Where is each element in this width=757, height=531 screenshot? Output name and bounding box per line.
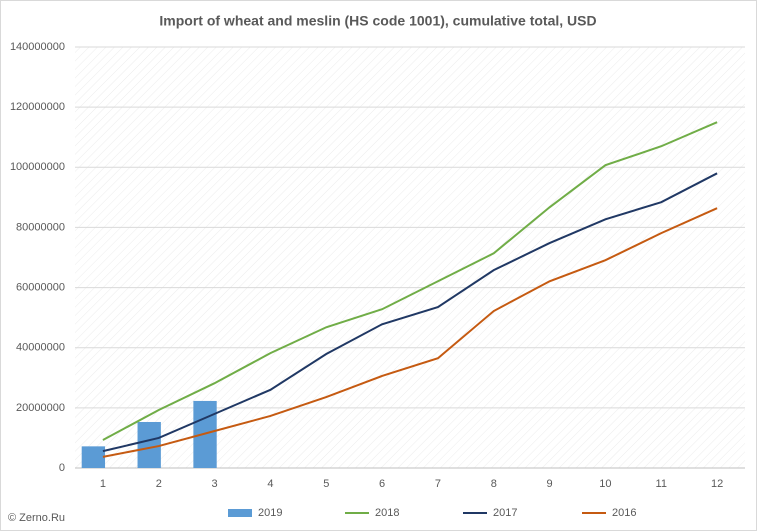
y-tick-label: 140000000 bbox=[10, 41, 65, 53]
x-tick-label: 9 bbox=[547, 478, 553, 490]
y-tick-label: 0 bbox=[59, 462, 65, 474]
legend-label: 2018 bbox=[375, 507, 399, 519]
y-tick-label: 40000000 bbox=[16, 342, 65, 354]
annotation: © Zerno.Ru bbox=[8, 512, 65, 524]
y-tick-label: 80000000 bbox=[16, 221, 65, 233]
legend-label: 2019 bbox=[258, 507, 282, 519]
bar bbox=[81, 446, 106, 468]
bar bbox=[137, 421, 161, 468]
plot-area bbox=[75, 47, 745, 468]
x-tick-label: 10 bbox=[599, 478, 611, 490]
y-tick-label: 60000000 bbox=[16, 281, 65, 293]
y-tick-label: 120000000 bbox=[10, 101, 65, 113]
legend-label: 2016 bbox=[612, 507, 636, 519]
y-tick-label: 20000000 bbox=[16, 402, 65, 414]
legend-swatch bbox=[228, 509, 252, 517]
x-tick-label: 6 bbox=[379, 478, 385, 490]
x-tick-label: 5 bbox=[323, 478, 329, 490]
x-tick-label: 12 bbox=[711, 478, 723, 490]
line bbox=[102, 172, 718, 453]
x-tick-label: 11 bbox=[656, 478, 667, 490]
x-tick-label: 2 bbox=[156, 478, 162, 490]
x-tick-label: 8 bbox=[491, 478, 497, 490]
line bbox=[102, 207, 718, 458]
line bbox=[102, 121, 718, 441]
legend-label: 2017 bbox=[493, 507, 517, 519]
x-tick-label: 1 bbox=[100, 478, 106, 490]
y-tick-label: 100000000 bbox=[10, 161, 65, 173]
x-tick-label: 4 bbox=[267, 478, 273, 490]
x-tick-label: 3 bbox=[212, 478, 218, 490]
chart-title: Import of wheat and meslin (HS code 1001… bbox=[159, 13, 596, 29]
x-tick-label: 7 bbox=[435, 478, 441, 490]
